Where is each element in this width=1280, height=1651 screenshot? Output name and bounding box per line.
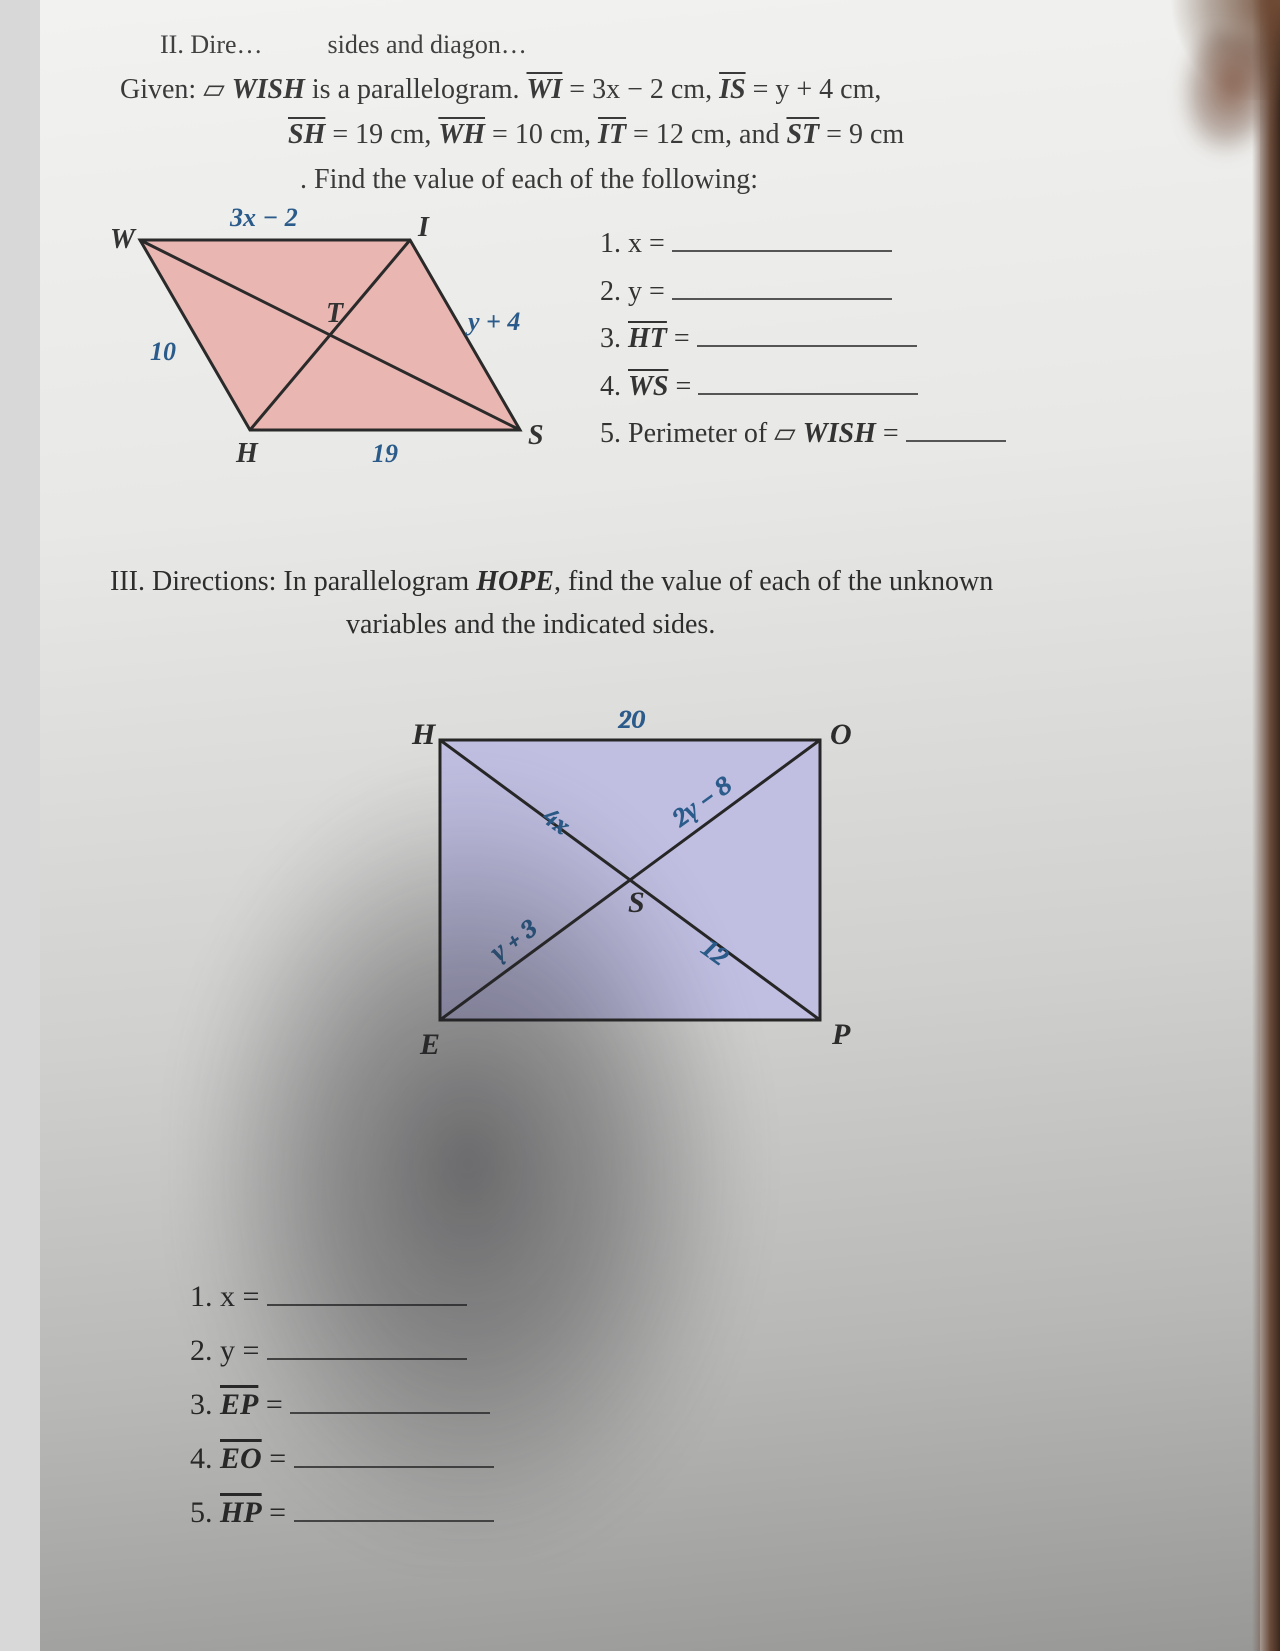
dim-right: y + 4	[465, 307, 520, 336]
wish-questions: 1. x = 2. y = 3. HT = 4. WS = 5. Perimet…	[600, 220, 1006, 458]
clipped-header: II. Dire… sides and diagon…	[160, 30, 1200, 60]
hope-diagram: H O P E S 20 4x 2y − 8 y + 3 12	[380, 700, 900, 1100]
sec3-line1: III. Directions: In parallelogram HOPE, …	[110, 560, 1200, 603]
q4: 4. WS =	[600, 363, 1006, 411]
q2: 2. y =	[600, 268, 1006, 316]
vertex-s: S	[528, 420, 544, 451]
given-shape: WISH	[232, 74, 305, 105]
a5-post: =	[262, 1496, 286, 1529]
eq-wh: = 10 cm,	[485, 119, 598, 150]
section-3: III. Directions: In parallelogram HOPE, …	[110, 560, 1200, 647]
hope-questions: 1. x = 2. y = 3. EP = 4. EO = 5. HP =	[190, 1270, 494, 1540]
vertex-o: O	[830, 718, 852, 751]
q1-label: 1. x =	[600, 228, 665, 259]
a4-pre: 4.	[190, 1442, 220, 1475]
seg-wi: WI	[527, 68, 563, 113]
a5-seg: HP	[220, 1486, 262, 1540]
q5-shape: WISH	[803, 418, 876, 449]
eq-sh: = 19 cm,	[325, 119, 438, 150]
a1-label: 1. x =	[190, 1280, 259, 1313]
a3-seg: EP	[220, 1378, 258, 1432]
q3-post: =	[667, 323, 690, 354]
eq-it: = 12 cm, and	[626, 119, 786, 150]
seg-sh: SH	[288, 113, 325, 158]
dim-top: 3x − 2	[229, 203, 298, 232]
dim-bottom: 19	[372, 439, 398, 468]
a3-pre: 3.	[190, 1388, 220, 1421]
wish-diagram: W I S H T 3x − 2 y + 4 10 19	[110, 200, 570, 480]
dim-top: 20	[617, 705, 645, 735]
q4-seg: WS	[628, 363, 668, 411]
vertex-h: H	[235, 438, 259, 469]
q1: 1. x =	[600, 220, 1006, 268]
sec3-line2: variables and the indicated sides.	[346, 603, 1200, 646]
book-spine-edge	[1252, 0, 1280, 1651]
eq-is: = y + 4 cm,	[746, 74, 882, 105]
given-line-3: . Find the value of each of the followin…	[300, 158, 1200, 203]
a2-label: 2. y =	[190, 1334, 259, 1367]
a1-blank[interactable]	[267, 1304, 467, 1306]
a3-post: =	[258, 1388, 282, 1421]
a4-blank[interactable]	[294, 1466, 494, 1468]
vertex-w: W	[110, 224, 137, 255]
given-prefix: Given: ▱	[120, 74, 232, 105]
sec3-shape: HOPE	[476, 566, 554, 597]
a3-blank[interactable]	[290, 1412, 490, 1414]
given-mid: is a parallelogram.	[305, 74, 527, 105]
center-t: T	[326, 298, 345, 329]
clip-text: sides and diagon…	[328, 30, 527, 59]
a2: 2. y =	[190, 1324, 494, 1378]
q3-blank[interactable]	[697, 345, 917, 347]
q3-seg: HT	[628, 315, 667, 363]
seg-it: IT	[598, 113, 626, 158]
seg-wh: WH	[438, 113, 485, 158]
a5: 5. HP =	[190, 1486, 494, 1540]
a5-pre: 5.	[190, 1496, 220, 1529]
q4-post: =	[668, 371, 691, 402]
center-s: S	[628, 886, 645, 919]
a4-post: =	[262, 1442, 286, 1475]
a4: 4. EO =	[190, 1432, 494, 1486]
q5-post: =	[876, 418, 899, 449]
q2-label: 2. y =	[600, 276, 665, 307]
q3-pre: 3.	[600, 323, 628, 354]
q4-pre: 4.	[600, 371, 628, 402]
a3: 3. EP =	[190, 1378, 494, 1432]
clip-roman: II. Dire…	[160, 30, 263, 59]
a5-blank[interactable]	[294, 1520, 494, 1522]
given-line-2: SH = 19 cm, WH = 10 cm, IT = 12 cm, and …	[288, 113, 1200, 158]
sec3-pre: III. Directions: In parallelogram	[110, 566, 476, 597]
eq-st: = 9 cm	[819, 119, 904, 150]
vertex-e: E	[419, 1028, 440, 1061]
vertex-i: I	[417, 212, 430, 243]
q1-blank[interactable]	[672, 250, 892, 252]
a1: 1. x =	[190, 1270, 494, 1324]
q2-blank[interactable]	[672, 298, 892, 300]
vertex-p: P	[831, 1018, 851, 1051]
q4-blank[interactable]	[698, 393, 918, 395]
sec3-post: , find the value of each of the unknown	[554, 566, 993, 597]
eq-wi: = 3x − 2 cm,	[562, 74, 719, 105]
q3: 3. HT =	[600, 315, 1006, 363]
a2-blank[interactable]	[267, 1358, 467, 1360]
a4-seg: EO	[220, 1432, 262, 1486]
given-block: Given: ▱ WISH is a parallelogram. WI = 3…	[120, 68, 1200, 202]
seg-is: IS	[719, 68, 745, 113]
q5-pre: 5. Perimeter of ▱	[600, 418, 803, 449]
q5: 5. Perimeter of ▱ WISH =	[600, 410, 1006, 458]
q5-blank[interactable]	[906, 440, 1006, 442]
seg-st: ST	[786, 113, 819, 158]
given-line-1: Given: ▱ WISH is a parallelogram. WI = 3…	[120, 68, 1200, 113]
dim-left: 10	[150, 337, 176, 366]
vertex-h: H	[411, 718, 437, 751]
worksheet-page: II. Dire… sides and diagon… Given: ▱ WIS…	[40, 0, 1260, 1651]
